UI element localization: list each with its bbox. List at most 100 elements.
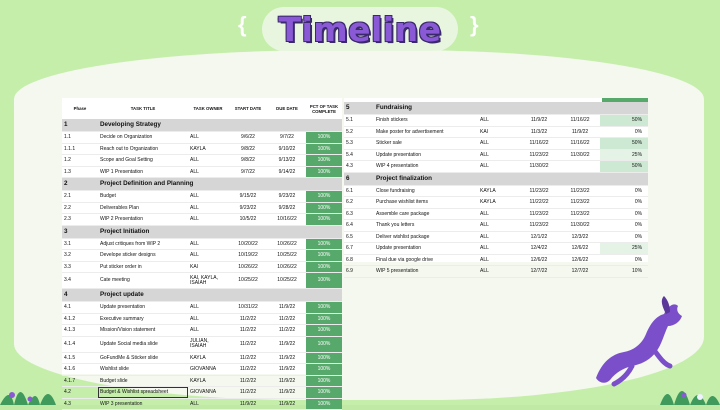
pct-complete-cell[interactable]: 100% [306,190,342,203]
task-title-cell[interactable]: Make poster for advertisement [374,126,478,138]
pct-complete-cell[interactable]: 100% [306,202,342,214]
task-title-cell[interactable]: WIP 1 Presentation [98,166,188,178]
start-date-cell[interactable]: 10/19/22 [228,249,268,262]
task-title-cell[interactable]: Budget & Wishlist spreadsheet [98,386,188,399]
task-title-cell[interactable]: Deliverables Plan [98,202,188,214]
task-owner-cell[interactable]: ALL [188,131,228,144]
start-date-cell[interactable]: 12/4/22 [518,242,560,255]
pct-complete-cell[interactable]: 100% [306,313,342,325]
phase-cell[interactable]: 6.2 [344,196,374,209]
due-date-cell[interactable]: 11/30/22 [560,149,600,161]
due-date-cell[interactable]: 12/3/22 [560,231,600,243]
start-date-cell[interactable]: 10/5/22 [228,213,268,226]
phase-cell[interactable]: 5.3 [344,137,374,150]
due-date-cell[interactable]: 10/25/22 [268,249,306,262]
start-date-cell[interactable]: 11/9/22 [518,114,560,127]
task-owner-cell[interactable]: ALL [478,231,518,243]
pct-complete-cell[interactable]: 100% [306,398,342,410]
due-date-cell[interactable]: 9/13/22 [268,154,306,167]
start-date-cell[interactable]: 12/6/22 [518,254,560,266]
pct-complete-cell[interactable]: 0% [600,208,649,220]
task-title-cell[interactable]: Update presentation [98,301,188,314]
section-phase-cell[interactable]: 4 [62,288,98,302]
phase-cell[interactable]: 3.4 [62,272,98,289]
task-owner-cell[interactable]: KAYLA [188,352,228,364]
start-date-cell[interactable]: 11/23/22 [518,185,560,197]
start-date-cell[interactable]: 11/23/22 [518,149,560,161]
pct-complete-cell[interactable]: 25% [600,149,649,161]
start-date-cell[interactable]: 10/31/22 [228,301,268,314]
due-date-cell[interactable]: 12/6/22 [560,242,600,255]
start-date-cell[interactable]: 11/22/22 [518,196,560,209]
phase-cell[interactable]: 3.1 [62,238,98,250]
task-owner-cell[interactable]: ALL [478,114,518,127]
task-owner-cell[interactable]: KAYLA [188,375,228,387]
start-date-cell[interactable]: 9/8/22 [228,154,268,167]
task-title-cell[interactable]: Deliver wishlist package [374,231,478,243]
due-date-cell[interactable]: 9/7/22 [268,131,306,144]
start-date-cell[interactable]: 11/23/22 [518,219,560,232]
task-owner-cell[interactable]: GIOVANNA [188,386,228,399]
due-date-cell[interactable]: 11/2/22 [268,324,306,337]
due-date-cell[interactable]: 11/30/22 [560,219,600,232]
task-owner-cell[interactable]: ALL [478,254,518,266]
task-owner-cell[interactable]: ALL [478,160,518,173]
due-date-cell[interactable]: 10/16/22 [268,213,306,226]
task-owner-cell[interactable]: ALL [188,324,228,337]
start-date-cell[interactable]: 11/16/22 [518,137,560,150]
start-date-cell[interactable]: 12/1/22 [518,231,560,243]
due-date-cell[interactable]: 11/16/22 [560,137,600,150]
task-owner-cell[interactable]: ALL [478,149,518,161]
start-date-cell[interactable]: 11/2/22 [228,336,268,353]
phase-cell[interactable]: 4.2 [62,386,98,399]
pct-complete-cell[interactable]: 50% [600,114,649,127]
task-owner-cell[interactable]: KAI [188,261,228,273]
due-date-cell[interactable]: 9/23/22 [268,190,306,203]
task-title-cell[interactable]: Assemble care package [374,208,478,220]
task-owner-cell[interactable]: ALL [188,202,228,214]
due-date-cell[interactable]: 11/9/22 [268,301,306,314]
due-date-cell[interactable]: 11/23/22 [560,208,600,220]
start-date-cell[interactable]: 10/25/22 [228,272,268,289]
pct-complete-cell[interactable]: 100% [306,324,342,337]
start-date-cell[interactable]: 11/9/22 [228,398,268,410]
phase-cell[interactable]: 6.8 [344,254,374,266]
due-date-cell[interactable]: 12/7/22 [560,265,600,278]
task-owner-cell[interactable]: KAYLA [478,185,518,197]
pct-complete-cell[interactable]: 100% [306,249,342,262]
task-owner-cell[interactable]: ALL [188,398,228,410]
pct-complete-cell[interactable]: 0% [600,196,649,209]
task-title-cell[interactable]: WIP 2 Presentation [98,213,188,226]
phase-cell[interactable]: 3.2 [62,249,98,262]
phase-cell[interactable]: 6.4 [344,219,374,232]
due-date-cell[interactable]: 11/9/22 [268,336,306,353]
due-date-cell[interactable]: 9/28/22 [268,202,306,214]
task-title-cell[interactable]: Final due via google drive [374,254,478,266]
start-date-cell[interactable]: 11/2/22 [228,363,268,376]
task-owner-cell[interactable]: ALL [478,265,518,278]
task-title-cell[interactable]: Put sticker order in [98,261,188,273]
task-title-cell[interactable]: Update Social media slide [98,336,188,353]
task-owner-cell[interactable]: KAYLA [188,143,228,155]
start-date-cell[interactable]: 9/8/22 [228,143,268,155]
task-owner-cell[interactable]: KAI, KAYLA, ISAIAH [188,272,228,289]
phase-cell[interactable]: 3.3 [62,261,98,273]
due-date-cell[interactable]: 11/9/22 [268,352,306,364]
phase-cell[interactable]: 2.2 [62,202,98,214]
start-date-cell[interactable]: 11/2/22 [228,386,268,399]
task-owner-cell[interactable]: ALL [478,242,518,255]
task-owner-cell[interactable]: GIOVANNA [188,363,228,376]
pct-complete-cell[interactable]: 100% [306,375,342,387]
phase-cell[interactable]: 4.1.6 [62,363,98,376]
phase-cell[interactable]: 4.1.3 [62,324,98,337]
task-title-cell[interactable]: Budget slide [98,375,188,387]
task-title-cell[interactable]: Cate meeting [98,272,188,289]
section-phase-cell[interactable]: 1 [62,119,98,132]
pct-complete-cell[interactable]: 100% [306,301,342,314]
start-date-cell[interactable]: 11/2/22 [228,324,268,337]
task-title-cell[interactable]: Budget [98,190,188,203]
section-title-cell[interactable]: Project update [98,288,342,302]
pct-complete-cell[interactable]: 50% [600,160,649,173]
task-owner-cell[interactable]: ALL [188,301,228,314]
start-date-cell[interactable]: 11/30/22 [518,160,560,173]
